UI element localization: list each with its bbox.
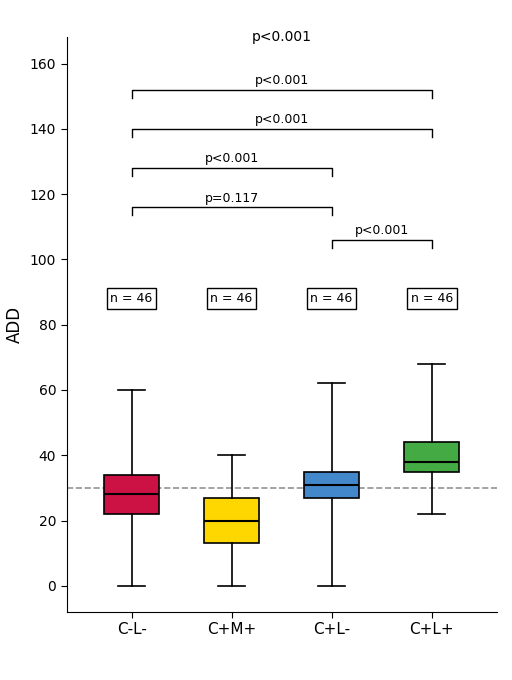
Text: n = 46: n = 46 [310,292,353,305]
PathPatch shape [404,442,459,472]
Text: n = 46: n = 46 [111,292,153,305]
Text: p<0.001: p<0.001 [254,113,309,126]
Text: p<0.001: p<0.001 [354,224,409,237]
PathPatch shape [104,475,159,514]
PathPatch shape [304,472,359,498]
Text: p=0.117: p=0.117 [204,192,259,205]
Text: n = 46: n = 46 [210,292,253,305]
Text: p<0.001: p<0.001 [254,74,309,87]
Text: p<0.001: p<0.001 [251,30,312,44]
Text: p<0.001: p<0.001 [204,152,259,165]
PathPatch shape [204,498,259,543]
Y-axis label: ADD: ADD [6,306,24,343]
Text: n = 46: n = 46 [411,292,453,305]
